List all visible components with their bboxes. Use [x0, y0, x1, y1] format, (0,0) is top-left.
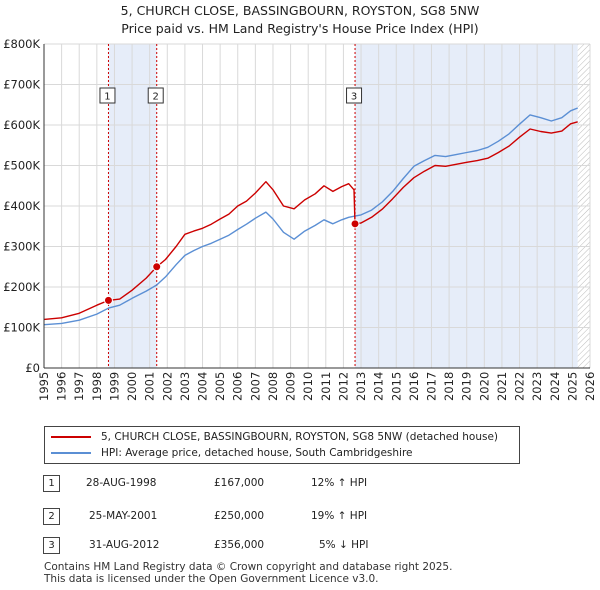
- x-tick-label: 2012: [336, 372, 350, 401]
- x-tick-label: 2001: [143, 372, 157, 401]
- transaction-row: 3 31-AUG-2012 £356,000 5% ↓ HPI: [0, 537, 600, 555]
- x-tick-label: 2025: [565, 372, 579, 401]
- transaction-date: 31-AUG-2012: [89, 539, 160, 551]
- y-tick-label: £600K: [3, 118, 40, 132]
- transaction-label-box: [346, 87, 363, 104]
- x-tick-label: 2002: [160, 372, 174, 401]
- legend-label-property: 5, CHURCH CLOSE, BASSINGBOURN, ROYSTON, …: [101, 431, 499, 443]
- x-tick-label: 1997: [72, 372, 86, 401]
- transaction-date: 28-AUG-1998: [86, 477, 157, 489]
- transaction-row: 1 28-AUG-1998 £167,000 12% ↑ HPI: [0, 475, 600, 493]
- legend-item-hpi: HPI: Average price, detached house, Sout…: [51, 446, 413, 460]
- x-tick-label: 2016: [407, 372, 421, 401]
- x-tick-label: 1995: [37, 372, 51, 401]
- transaction-marker-3: 3: [43, 537, 60, 554]
- x-tick-label: 2004: [196, 372, 210, 401]
- x-tick-label: 2023: [530, 372, 544, 401]
- x-tick-label: 2010: [301, 372, 315, 401]
- legend-label-hpi: HPI: Average price, detached house, Sout…: [101, 447, 413, 459]
- transaction-label-3: 3: [351, 92, 357, 103]
- transaction-label-box: [147, 87, 164, 104]
- transaction-marker-2: 2: [43, 508, 60, 525]
- x-tick-label: 2014: [372, 372, 386, 401]
- x-tick-label: 2006: [231, 372, 245, 401]
- legend-item-property: 5, CHURCH CLOSE, BASSINGBOURN, ROYSTON, …: [51, 430, 498, 444]
- price-chart: 1 2 3 £0 £100K £200K £300K £400K £500K £600K £700K…: [3, 37, 597, 401]
- footer-copyright: Contains HM Land Registry data © Crown c…: [44, 561, 453, 573]
- x-tick-label: 2022: [513, 372, 527, 401]
- legend-swatch-property: [51, 436, 91, 438]
- transaction-hpi-diff: 5% ↓ HPI: [319, 539, 369, 551]
- chart-title-line1: 5, CHURCH CLOSE, BASSINGBOURN, ROYSTON, …: [120, 3, 480, 18]
- transaction-point: [152, 262, 162, 272]
- x-tick-label: 1998: [90, 372, 104, 401]
- chart-title-line2: Price paid vs. HM Land Registry's House …: [121, 21, 479, 36]
- x-tick-label: 2021: [495, 372, 509, 401]
- footer-licence: This data is licensed under the Open Gov…: [44, 573, 379, 585]
- y-tick-label: £300K: [3, 240, 40, 254]
- transaction-label-2: 2: [153, 92, 159, 103]
- x-tick-label: 1996: [55, 372, 69, 401]
- x-tick-label: 2017: [424, 372, 438, 401]
- x-tick-label: 2007: [248, 372, 262, 401]
- transaction-point: [103, 295, 113, 305]
- y-tick-label: £800K: [3, 37, 40, 51]
- y-tick-label: £700K: [3, 78, 40, 92]
- transaction-label-1: 1: [104, 92, 110, 103]
- x-tick-label: 2026: [583, 372, 597, 401]
- legend: 5, CHURCH CLOSE, BASSINGBOURN, ROYSTON, …: [44, 426, 520, 464]
- transaction-label-box: [99, 87, 116, 104]
- transaction-hpi-diff: 19% ↑ HPI: [311, 510, 368, 522]
- y-tick-label: £400K: [3, 199, 40, 213]
- x-tick-label: 2024: [548, 372, 562, 401]
- x-tick-label: 2020: [477, 372, 491, 401]
- transaction-row: 2 25-MAY-2001 £250,000 19% ↑ HPI: [0, 508, 600, 526]
- x-tick-label: 2015: [389, 372, 403, 401]
- y-tick-label: £100K: [3, 321, 40, 335]
- x-tick-label: 2018: [442, 372, 456, 401]
- x-tick-label: 2005: [213, 372, 227, 401]
- legend-swatch-hpi: [51, 452, 91, 454]
- x-tick-label: 2003: [178, 372, 192, 401]
- transaction-price: £250,000: [214, 510, 265, 522]
- property-series-line: [43, 121, 578, 321]
- x-tick-label: 1999: [107, 372, 121, 401]
- x-tick-label: 2019: [460, 372, 474, 401]
- x-tick-label: 2011: [319, 372, 333, 401]
- x-tick-label: 2009: [284, 372, 298, 401]
- transaction-date: 25-MAY-2001: [89, 510, 158, 522]
- hpi-series-line: [43, 107, 578, 326]
- transaction-price: £167,000: [214, 477, 265, 489]
- y-tick-label: £0: [25, 361, 40, 375]
- transaction-hpi-diff: 12% ↑ HPI: [311, 477, 368, 489]
- transaction-price: £356,000: [214, 539, 265, 551]
- y-tick-label: £500K: [3, 159, 40, 173]
- y-tick-label: £200K: [3, 280, 40, 294]
- x-tick-label: 2000: [125, 372, 139, 401]
- x-tick-label: 2013: [354, 372, 368, 401]
- transaction-point: [350, 219, 360, 229]
- transaction-marker-1: 1: [43, 475, 60, 492]
- x-tick-label: 2008: [266, 372, 280, 401]
